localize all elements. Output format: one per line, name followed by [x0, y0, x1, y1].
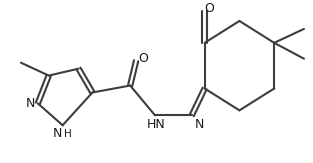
- Text: HN: HN: [146, 118, 165, 131]
- Text: H: H: [64, 129, 71, 139]
- Text: N: N: [195, 118, 204, 131]
- Text: O: O: [205, 2, 215, 15]
- Text: O: O: [138, 52, 148, 65]
- Text: N: N: [26, 97, 36, 110]
- Text: N: N: [53, 127, 62, 140]
